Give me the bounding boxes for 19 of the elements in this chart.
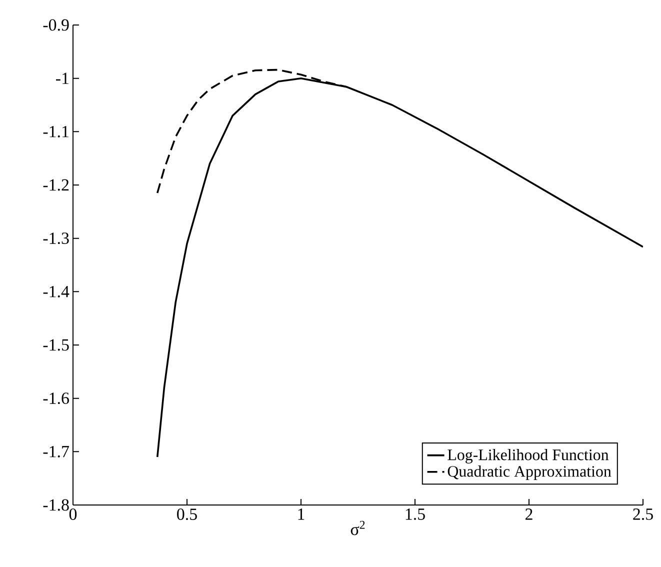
y-tick-label: -1.7 [43,446,69,458]
y-tick-label: -1.4 [43,286,70,298]
y-tick-label: -1.5 [43,339,69,351]
x-tick-label: 2.5 [633,508,653,520]
y-tick-label: -1.6 [43,392,69,404]
x-tick-label: 1.5 [406,508,425,520]
x-tick-label: 2 [526,508,532,520]
x-tick-label: 1 [298,508,304,520]
legend-label: Log-Likelihood Function [448,449,609,464]
y-tick-label: -1.2 [43,179,69,191]
y-tick-label: -1 [56,72,68,84]
y-tick-label: -1.3 [43,232,69,244]
legend-label: Quadratic Approximation [448,466,612,480]
x-tick-label: 0 [69,508,77,520]
x-axis-title: σ$^{2}$ [350,520,365,536]
x-tick-label: 0.5 [177,508,197,520]
y-tick-label: -1.1 [43,126,68,138]
y-tick-label: -1.8 [43,499,69,511]
y-tick-label: -0.9 [43,19,69,31]
